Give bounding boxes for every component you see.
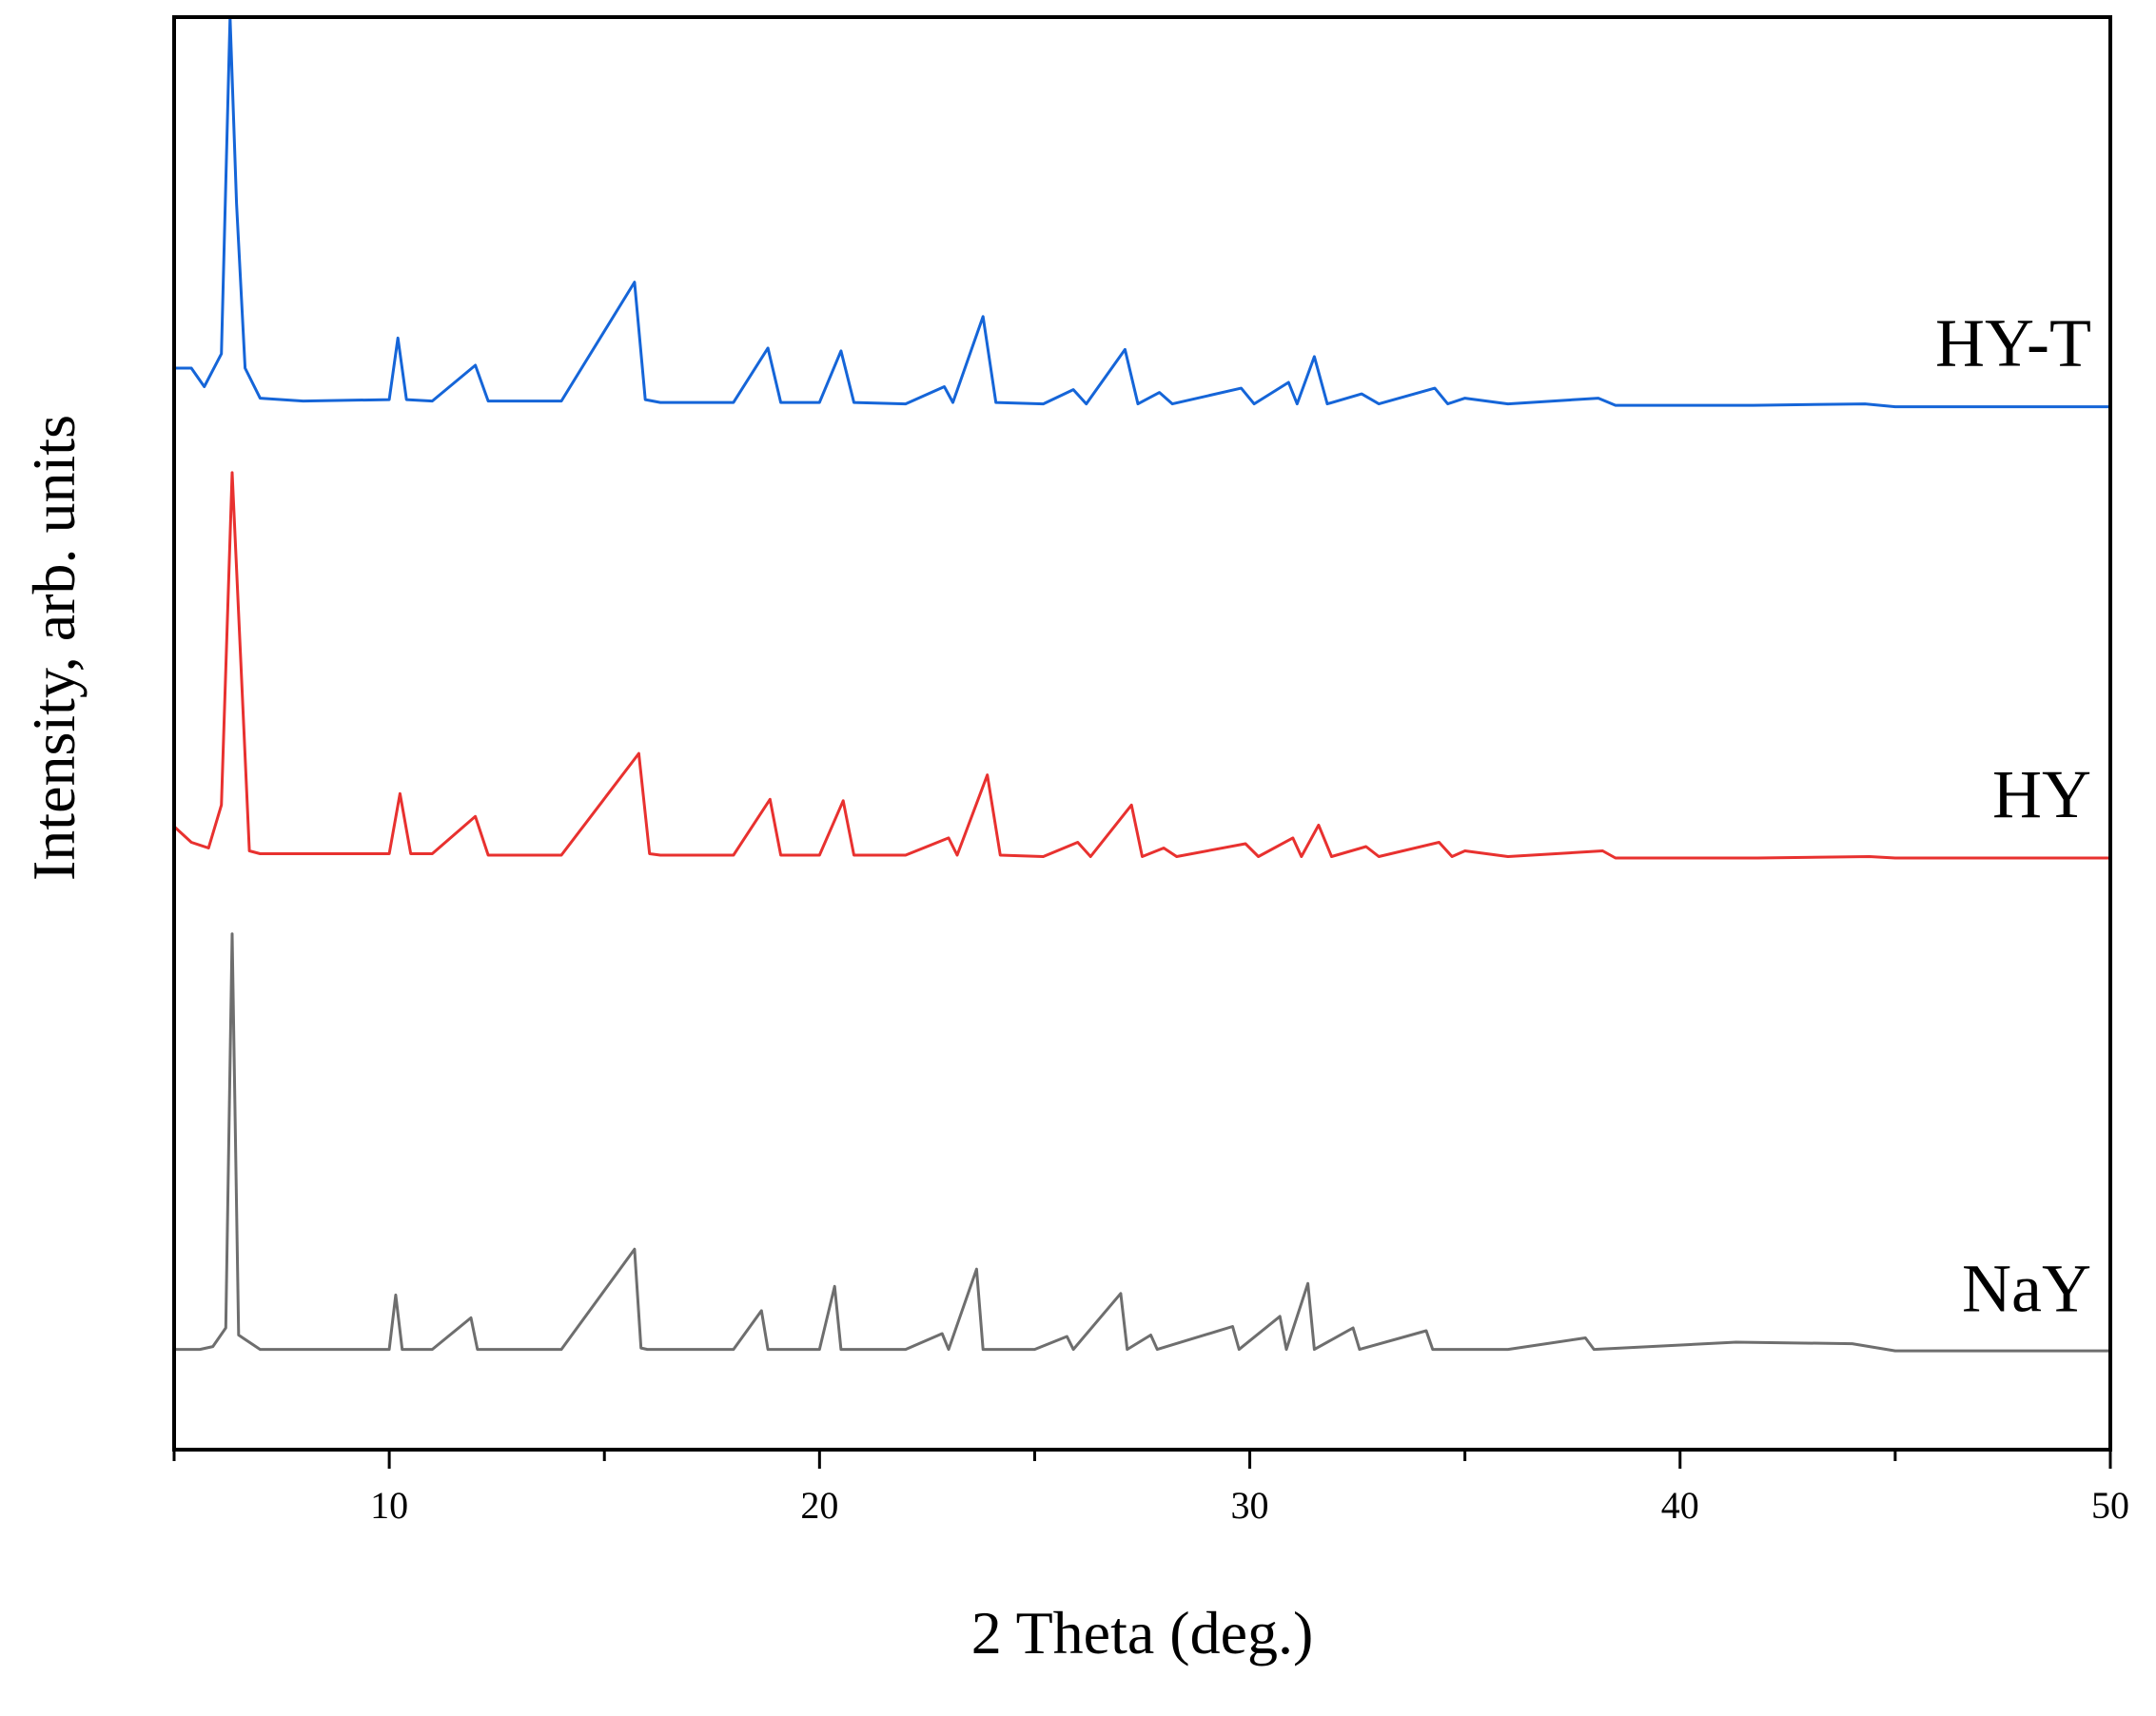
series-line-hy-t [174, 15, 2110, 409]
series-label-hy: HY [1992, 756, 2091, 832]
plot-frame [172, 15, 2112, 1452]
series-line-hy [172, 471, 2110, 860]
series-label-nay: NaY [1962, 1251, 2091, 1327]
y-axis-title: Intensity, arb. units [20, 415, 88, 881]
series-labels: HY-T HY NaY [1935, 305, 2091, 1327]
x-tick-label: 30 [1231, 1484, 1269, 1527]
x-tick-label: 50 [2091, 1484, 2129, 1527]
series-line-nay [174, 932, 2110, 1353]
x-axis: 10 20 30 40 50 [172, 1450, 2129, 1527]
x-axis-title: 2 Theta (deg.) [971, 1599, 1314, 1667]
series-layer [172, 15, 2110, 1353]
x-tick-label: 10 [370, 1484, 408, 1527]
series-label-hy-t: HY-T [1935, 305, 2091, 381]
x-tick-label: 20 [800, 1484, 838, 1527]
x-tick-label: 40 [1661, 1484, 1699, 1527]
